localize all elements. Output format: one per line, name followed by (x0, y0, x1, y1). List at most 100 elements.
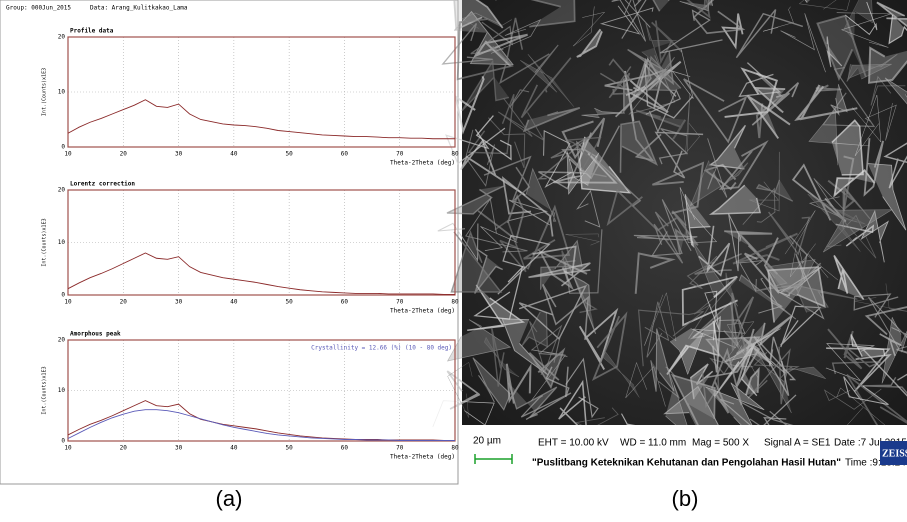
y-tick-label: 20 (58, 34, 66, 41)
header-data: Data: Arang_Kulitkakao_Lama (90, 5, 188, 12)
sem-fiber (477, 193, 525, 242)
sem-fiber (826, 36, 843, 68)
chart-title: Profile data (70, 28, 114, 35)
x-axis-label: Theta-2Theta (deg) (390, 308, 455, 315)
sem-fiber (653, 211, 684, 264)
sem-fiber (651, 20, 683, 65)
sem-fiber (767, 266, 826, 323)
sem-fiber (637, 309, 704, 367)
x-tick-label: 60 (341, 299, 349, 306)
sem-fiber (441, 22, 493, 65)
brand: ZEISS (882, 448, 907, 459)
sem-fiber (561, 117, 606, 160)
sem-fiber (850, 334, 886, 357)
sem-fiber (581, 107, 626, 119)
sem-fiber (847, 53, 898, 80)
sem-fiber (561, 250, 598, 314)
sem-fiber (738, 62, 782, 98)
sem-fiber (671, 210, 699, 255)
sem-fiber (507, 382, 558, 419)
sem-fiber (753, 335, 797, 396)
sem-fiber (751, 82, 800, 126)
sem-fiber (751, 346, 792, 414)
sem-fiber (474, 248, 503, 294)
sem-fiber (467, 94, 515, 155)
sem-fiber (528, 262, 591, 287)
date: Date :7 Jul 2015 (834, 438, 907, 449)
sem-fiber (794, 84, 858, 122)
sem-fiber (651, 199, 692, 257)
sem-fiber (718, 140, 769, 191)
sem-fiber (604, 68, 667, 118)
sem-fiber (836, 12, 892, 48)
sem-fiber (780, 305, 822, 348)
sem-fiber (591, 311, 628, 381)
sem-fiber (827, 328, 863, 370)
scale-label: 20 µm (473, 436, 501, 447)
sem-fiber (888, 14, 907, 45)
sem-fiber (446, 370, 481, 410)
sem-fiber (564, 229, 603, 294)
x-tick-label: 20 (120, 445, 128, 452)
y-tick-label: 10 (58, 239, 66, 246)
sem-fiber (704, 290, 720, 341)
x-tick-label: 70 (396, 151, 404, 158)
sem-fiber (710, 347, 743, 414)
sem-fiber (644, 301, 670, 358)
data-line (67, 409, 455, 441)
caption-a: (a) (216, 486, 243, 511)
sem-fiber (683, 78, 748, 144)
sem-fiber (822, 209, 893, 253)
sem-fiber (686, 255, 718, 290)
x-tick-label: 60 (341, 151, 349, 158)
sem-fiber (753, 351, 800, 379)
signal: Signal A = SE1 (764, 438, 831, 449)
sem-fiber (744, 237, 780, 294)
sem-fiber (619, 120, 658, 173)
sem-fiber (538, 334, 568, 363)
sem-fiber (520, 54, 575, 107)
sem-fiber (632, 57, 662, 109)
sem-fiber (831, 347, 881, 375)
sem-fiber (484, 336, 520, 378)
sem-fiber (883, 142, 907, 189)
sem-fiber (456, 18, 514, 81)
sem-fiber (565, 357, 599, 419)
sem-fiber (725, 321, 761, 379)
sem-fiber (735, 328, 773, 387)
sem-fiber (650, 328, 675, 392)
sem-fiber (644, 292, 677, 346)
x-tick-label: 50 (286, 299, 294, 306)
sem-fiber (881, 316, 907, 384)
plot-frame (67, 189, 456, 296)
sem-fiber (627, 48, 675, 86)
sem-fiber (625, 79, 669, 114)
sem-fiber (628, 55, 676, 115)
sem-fiber (780, 13, 826, 73)
sem-fiber (731, 292, 755, 353)
x-tick-label: 20 (120, 299, 128, 306)
x-tick-label: 30 (175, 151, 183, 158)
sem-fiber (450, 230, 503, 293)
sem-fiber (860, 209, 890, 263)
sem-fiber (508, 199, 551, 226)
sem-fiber (721, 13, 744, 50)
x-tick-label: 10 (64, 445, 72, 452)
sem-fiber (833, 255, 865, 301)
sem-fiber (523, 204, 571, 270)
sem-fiber (749, 151, 780, 212)
sem-fiber (867, 163, 907, 231)
sem-fiber (611, 0, 647, 39)
sem-fiber (739, 260, 763, 293)
sem-fiber (852, 94, 882, 157)
x-tick-label: 10 (64, 151, 72, 158)
sem-fiber (501, 176, 554, 237)
sem-fiber (822, 67, 876, 128)
sem-fiber (475, 115, 512, 161)
y-axis-label: Int.(Counts)x1E3 (42, 68, 48, 116)
brand-box (880, 441, 907, 465)
sem-fiber (762, 6, 794, 32)
sem-fiber (724, 67, 778, 118)
sem-fiber (573, 6, 606, 47)
sem-fiber (843, 376, 889, 406)
